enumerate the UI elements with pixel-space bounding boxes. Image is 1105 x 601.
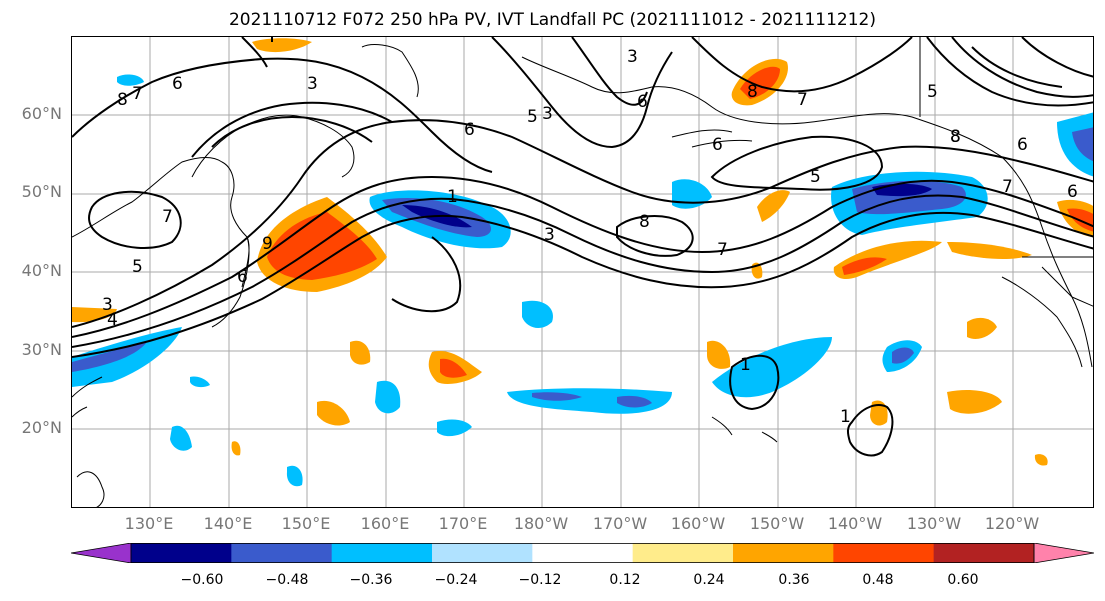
colorbar-segment (432, 543, 533, 563)
ivt-shading (72, 38, 1093, 487)
contour-label: 7 (162, 207, 173, 227)
contour-label: 4 (107, 310, 118, 330)
contour-label: 3 (542, 104, 553, 124)
contour-label: 8 (950, 127, 961, 147)
contour-label: 6 (637, 92, 648, 112)
contour-label: 3 (102, 295, 113, 315)
colorbar-tick: −0.60 (180, 572, 224, 588)
pv-contours (72, 37, 1093, 457)
contour-label: 3 (307, 74, 318, 94)
contour-label: 1 (840, 407, 851, 427)
colorbar-tick: 0.48 (862, 572, 894, 588)
lat-label-30n: 30°N (21, 340, 62, 359)
contour-label: 8 (747, 82, 758, 102)
lat-label-20n: 20°N (21, 418, 62, 437)
lon-label-160w: 160°W (670, 514, 726, 533)
contour-label: 8 (950, 127, 961, 147)
colorbar-tick: −0.36 (349, 572, 393, 588)
contour-label: 5 (527, 107, 538, 127)
lon-label-150w: 150°W (749, 514, 805, 533)
colorbar-tick: 0.36 (778, 572, 810, 588)
lon-label-140w: 140°W (827, 514, 883, 533)
lon-label-170w: 170°W (592, 514, 648, 533)
contour-label: 8 (639, 212, 650, 232)
colorbar-segment (632, 543, 734, 563)
colorbar-extend-max (1033, 542, 1095, 564)
contour-label: 6 (237, 267, 248, 287)
colorbar-tick: 0.12 (609, 572, 641, 588)
colorbar-segment (833, 543, 935, 563)
colorbar-svg (70, 542, 1095, 564)
contour-label: 8 (117, 90, 128, 110)
contour-label: 3 (544, 225, 555, 245)
contour-label: 7 (132, 84, 143, 104)
contour-label: 6 (712, 135, 723, 155)
map-title: 2021110712 F072 250 hPa PV, IVT Landfall… (228, 10, 876, 30)
colorbar-segment (733, 543, 834, 563)
colorbar-segment (331, 543, 433, 563)
contour-label: 5 (132, 257, 143, 277)
colorbar-tick: 0.24 (693, 572, 725, 588)
coastlines (72, 37, 1093, 507)
contour-label: 5 (927, 82, 938, 102)
lon-label-140e: 140°E (203, 514, 253, 533)
colorbar-tick: 0.60 (947, 572, 979, 588)
lon-label-170e: 170°E (438, 514, 488, 533)
lat-label-40n: 40°N (21, 261, 62, 280)
colorbar-tick: −0.24 (434, 572, 478, 588)
lon-label-160e: 160°E (360, 514, 410, 533)
contour-label: 7 (1002, 177, 1013, 197)
contour-label: 3 (627, 47, 638, 67)
contour-label: 1 (447, 187, 458, 207)
map-panel: 6 3 6 8 7 3 5 6 3 7 8 6 5 6 5 8 7 1 3 8 … (71, 36, 1094, 508)
contour-label: 6 (464, 120, 475, 140)
contour-label: 5 (810, 167, 821, 187)
colorbar-segment (131, 543, 232, 563)
colorbar-segment (933, 543, 1035, 563)
lon-label-130e: 130°E (124, 514, 174, 533)
lon-label-150e: 150°E (281, 514, 331, 533)
lon-label-130w: 130°W (906, 514, 962, 533)
contour-label: 9 (262, 234, 273, 254)
lat-label-60n: 60°N (21, 104, 62, 123)
colorbar-tick: −0.48 (265, 572, 309, 588)
contour-label: 6 (1067, 182, 1078, 202)
map-svg: 6 3 6 8 7 3 5 6 3 7 8 6 5 6 5 8 7 1 3 8 … (72, 37, 1093, 507)
colorbar-tick: −0.12 (518, 572, 562, 588)
contour-label: 6 (172, 74, 183, 94)
lon-label-180w: 180°W (513, 514, 569, 533)
contour-label: 1 (740, 355, 751, 375)
contour-label: 6 (1017, 135, 1028, 155)
lat-label-50n: 50°N (21, 182, 62, 201)
lon-label-120w: 120°W (984, 514, 1040, 533)
colorbar-segment (231, 543, 333, 563)
contour-labels: 6 3 6 8 7 3 5 6 3 7 8 6 5 6 5 8 7 1 3 8 … (102, 47, 1078, 427)
colorbar-segment (532, 543, 634, 563)
contour-label: 7 (797, 90, 808, 110)
colorbar-frame (130, 543, 1035, 564)
graticule (72, 37, 1093, 507)
colorbar-extend-min (70, 542, 132, 564)
colorbar (70, 542, 1095, 564)
contour-label: 7 (717, 240, 728, 260)
